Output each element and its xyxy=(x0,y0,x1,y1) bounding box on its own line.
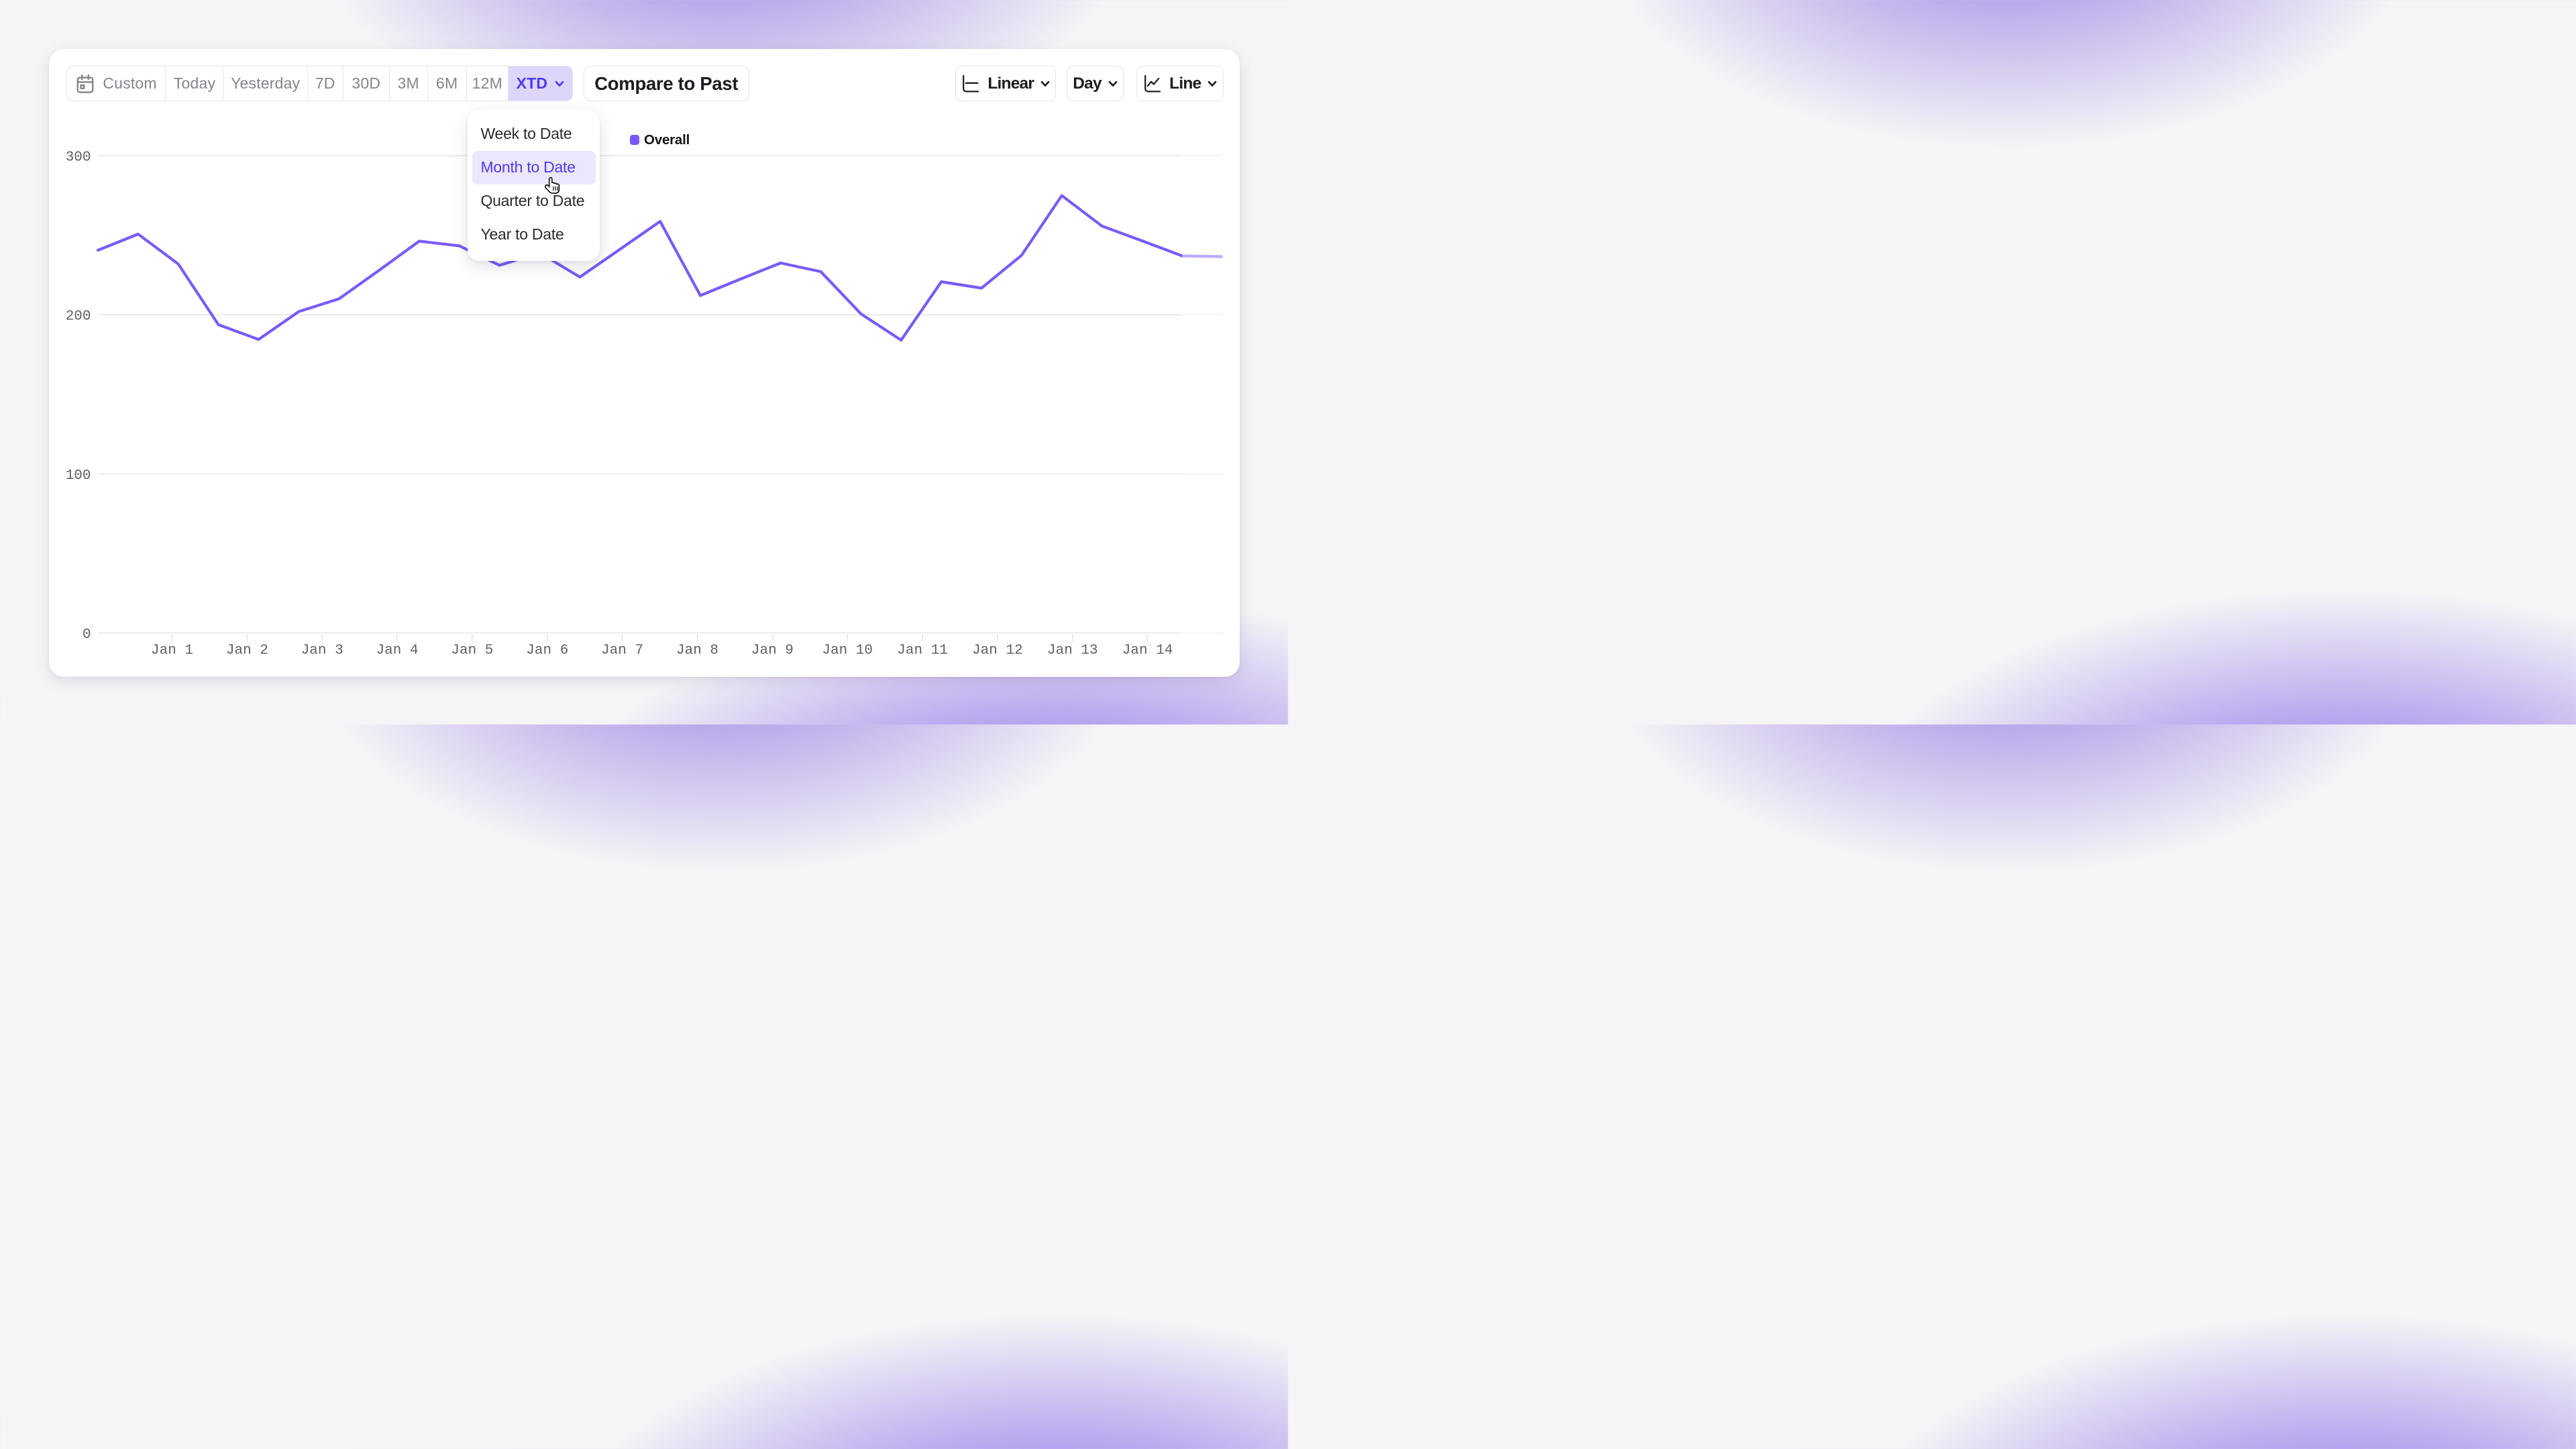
svg-text:Jan 8: Jan 8 xyxy=(676,643,718,658)
svg-text:200: 200 xyxy=(65,309,91,324)
svg-text:Jan 7: Jan 7 xyxy=(601,643,643,658)
svg-text:300: 300 xyxy=(65,150,91,165)
svg-text:Jan 3: Jan 3 xyxy=(301,643,343,658)
svg-text:Jan 9: Jan 9 xyxy=(751,643,793,658)
svg-text:Jan 11: Jan 11 xyxy=(897,643,948,658)
svg-text:Jan 6: Jan 6 xyxy=(526,643,568,658)
svg-text:Jan 1: Jan 1 xyxy=(150,643,193,658)
svg-text:Jan 2: Jan 2 xyxy=(225,643,268,658)
svg-text:Jan 5: Jan 5 xyxy=(451,643,493,658)
svg-text:Jan 10: Jan 10 xyxy=(822,643,873,658)
svg-text:Jan 13: Jan 13 xyxy=(1046,643,1097,658)
svg-text:Jan 4: Jan 4 xyxy=(376,643,418,658)
svg-text:0: 0 xyxy=(82,627,91,643)
svg-text:Jan 14: Jan 14 xyxy=(1122,643,1173,658)
svg-text:100: 100 xyxy=(65,468,91,484)
svg-text:Jan 12: Jan 12 xyxy=(972,643,1023,658)
